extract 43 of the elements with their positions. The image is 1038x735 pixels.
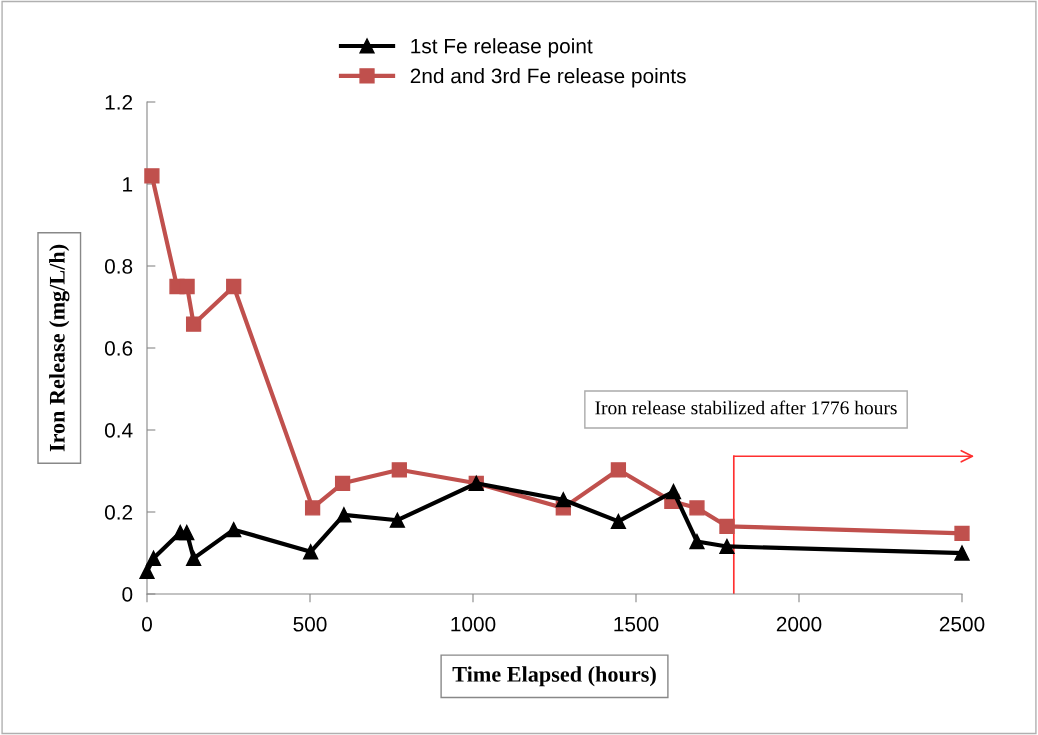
y-axis-title: Iron Release (mg/L/h) xyxy=(49,244,70,452)
legend-label: 1st Fe release point xyxy=(411,38,593,58)
y-tick-label: 0 xyxy=(122,587,133,602)
point xyxy=(391,462,407,478)
point xyxy=(954,545,970,561)
legend-label: 2nd and 3rd Fe release points xyxy=(410,68,686,88)
y-tick-label: 0.2 xyxy=(104,505,133,520)
point xyxy=(185,550,202,566)
point xyxy=(185,316,202,332)
point xyxy=(144,168,160,184)
point xyxy=(226,278,242,295)
point xyxy=(689,533,705,550)
point xyxy=(179,278,195,295)
annotation: Iron release stabilized after 1776 hours xyxy=(595,400,897,415)
point xyxy=(689,500,705,516)
point xyxy=(665,483,682,500)
point xyxy=(226,521,242,538)
y-tick-label: 0.6 xyxy=(104,341,133,356)
x-tick-label: 1000 xyxy=(451,616,496,632)
x-tick-label: 0 xyxy=(142,616,152,632)
point xyxy=(719,518,735,534)
x-tick-label: 2000 xyxy=(776,616,822,632)
y-tick-label: 1.2 xyxy=(105,95,133,110)
point xyxy=(610,513,627,530)
y-tick-label: 0.8 xyxy=(104,259,133,274)
point xyxy=(610,462,627,478)
x-tick-label: 2500 xyxy=(939,616,985,632)
point xyxy=(179,524,195,541)
point xyxy=(303,544,319,560)
point xyxy=(139,563,155,580)
point xyxy=(954,525,970,541)
point xyxy=(389,512,406,528)
y-tick-label: 0.4 xyxy=(104,423,133,438)
x-tick-label: 1500 xyxy=(614,616,659,632)
point xyxy=(334,475,351,491)
x-axis-title: Time Elapsed (hours) xyxy=(452,666,656,687)
point xyxy=(719,538,735,555)
point xyxy=(555,492,571,508)
x-tick-label: 500 xyxy=(293,616,327,632)
y-tick-label: 1 xyxy=(123,177,133,192)
point xyxy=(145,550,162,566)
point xyxy=(336,507,352,523)
point xyxy=(304,500,321,516)
